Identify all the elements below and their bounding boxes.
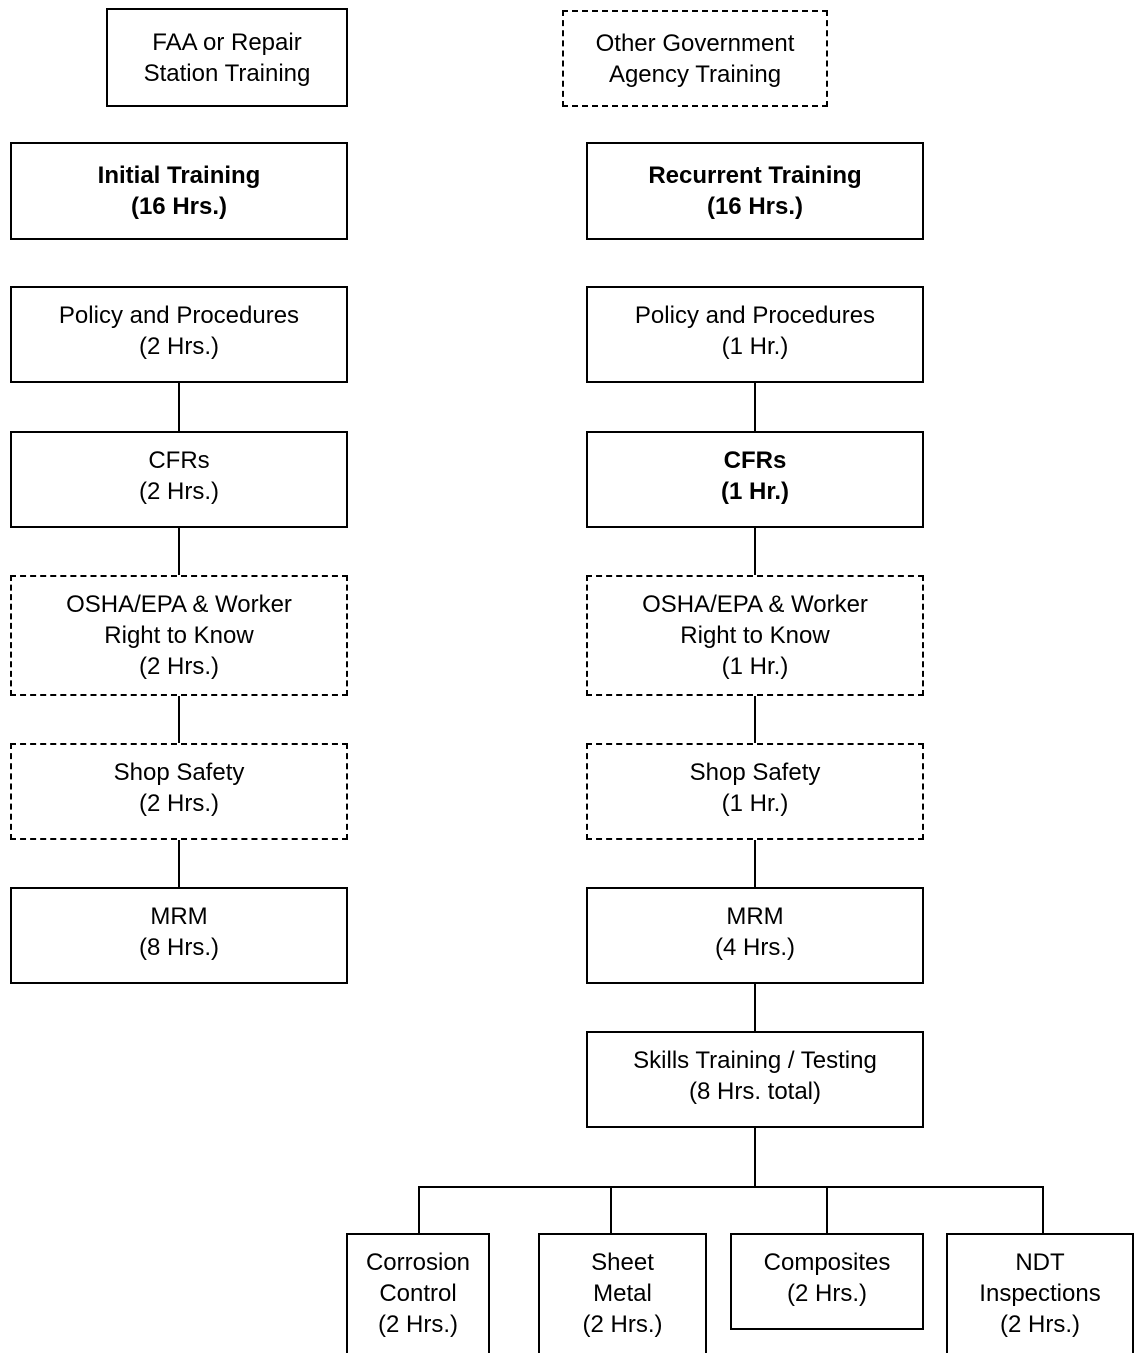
initial-connector-3 xyxy=(178,696,180,743)
legend-other-box: Other Government Agency Training xyxy=(562,10,828,107)
skills-connector-corrosion xyxy=(418,1186,420,1233)
skills-training-title: Skills Training / Testing xyxy=(633,1047,877,1074)
legend-other-line-2: Agency Training xyxy=(608,60,782,88)
recurrent-osha-box: OSHA/EPA & Worker Right to Know (1 Hr.) xyxy=(586,575,924,696)
initial-cfrs-title: CFRs xyxy=(148,447,210,474)
recurrent-training-header: Recurrent Training (16 Hrs.) xyxy=(586,142,924,240)
initial-osha-line-1: OSHA/EPA & Worker xyxy=(66,591,292,618)
recurrent-policy-hours: (1 Hr.) xyxy=(721,333,789,360)
initial-policy-box: Policy and Procedures (2 Hrs.) xyxy=(10,286,348,383)
legend-faa-line-1: FAA or Repair xyxy=(152,28,302,56)
ndt-hours: (2 Hrs.) xyxy=(1000,1311,1080,1338)
initial-connector-4 xyxy=(178,840,180,887)
recurrent-mrm-box: MRM (4 Hrs.) xyxy=(586,887,924,984)
initial-header-title: Initial Training xyxy=(97,162,261,189)
recurrent-mrm-title: MRM xyxy=(726,903,784,930)
legend-faa-box: FAA or Repair Station Training xyxy=(106,8,348,107)
ndt-line-2: Inspections xyxy=(979,1280,1101,1307)
initial-connector-2 xyxy=(178,528,180,575)
legend-faa-line-2: Station Training xyxy=(143,59,311,87)
recurrent-connector-5 xyxy=(754,984,756,1031)
initial-header-hours: (16 Hrs.) xyxy=(130,193,228,220)
corrosion-line-2: Control xyxy=(379,1280,457,1307)
initial-policy-hours: (2 Hrs.) xyxy=(139,333,219,360)
sheet-metal-hours: (2 Hrs.) xyxy=(582,1311,663,1338)
initial-shop-hours: (2 Hrs.) xyxy=(139,790,219,817)
initial-osha-hours: (2 Hrs.) xyxy=(139,653,219,680)
skills-connector-sheet-metal xyxy=(610,1186,612,1233)
initial-osha-box: OSHA/EPA & Worker Right to Know (2 Hrs.) xyxy=(10,575,348,696)
initial-policy-title: Policy and Procedures xyxy=(58,302,300,329)
skills-training-hours: (8 Hrs. total) xyxy=(688,1078,822,1105)
sheet-metal-line-1: Sheet xyxy=(591,1249,654,1276)
recurrent-header-hours: (16 Hrs.) xyxy=(706,193,804,220)
composites-hours: (2 Hrs.) xyxy=(787,1280,867,1307)
skills-connector-horizontal xyxy=(418,1186,1044,1188)
recurrent-mrm-hours: (4 Hrs.) xyxy=(715,934,795,961)
skills-connector-ndt xyxy=(1042,1186,1044,1233)
recurrent-cfrs-title: CFRs xyxy=(723,447,787,474)
corrosion-control-box: Corrosion Control (2 Hrs.) xyxy=(346,1233,490,1353)
recurrent-osha-hours: (1 Hr.) xyxy=(721,653,789,680)
skills-training-box: Skills Training / Testing (8 Hrs. total) xyxy=(586,1031,924,1128)
initial-shop-box: Shop Safety (2 Hrs.) xyxy=(10,743,348,840)
initial-shop-title: Shop Safety xyxy=(113,759,245,786)
initial-connector-1 xyxy=(178,383,180,431)
initial-osha-line-2: Right to Know xyxy=(104,622,254,649)
composites-title: Composites xyxy=(763,1249,891,1276)
recurrent-cfrs-hours: (1 Hr.) xyxy=(720,478,789,505)
skills-connector-trunk xyxy=(754,1128,756,1187)
initial-cfrs-box: CFRs (2 Hrs.) xyxy=(10,431,348,528)
recurrent-policy-box: Policy and Procedures (1 Hr.) xyxy=(586,286,924,383)
initial-mrm-box: MRM (8 Hrs.) xyxy=(10,887,348,984)
recurrent-policy-title: Policy and Procedures xyxy=(634,302,876,329)
recurrent-shop-box: Shop Safety (1 Hr.) xyxy=(586,743,924,840)
legend-other-line-1: Other Government xyxy=(595,29,795,57)
recurrent-osha-line-2: Right to Know xyxy=(680,622,830,649)
initial-mrm-hours: (8 Hrs.) xyxy=(139,934,219,961)
corrosion-line-1: Corrosion xyxy=(365,1249,471,1276)
initial-cfrs-hours: (2 Hrs.) xyxy=(139,478,219,505)
skills-connector-composites xyxy=(826,1186,828,1233)
recurrent-connector-4 xyxy=(754,840,756,887)
initial-mrm-title: MRM xyxy=(150,903,208,930)
recurrent-connector-2 xyxy=(754,528,756,575)
recurrent-connector-1 xyxy=(754,383,756,431)
corrosion-hours: (2 Hrs.) xyxy=(378,1311,458,1338)
recurrent-osha-line-1: OSHA/EPA & Worker xyxy=(642,591,868,618)
ndt-inspections-box: NDT Inspections (2 Hrs.) xyxy=(946,1233,1134,1353)
sheet-metal-line-2: Metal xyxy=(593,1280,652,1307)
composites-box: Composites (2 Hrs.) xyxy=(730,1233,924,1330)
sheet-metal-box: Sheet Metal (2 Hrs.) xyxy=(538,1233,707,1353)
initial-training-header: Initial Training (16 Hrs.) xyxy=(10,142,348,240)
recurrent-header-title: Recurrent Training xyxy=(648,162,862,189)
ndt-line-1: NDT xyxy=(1015,1249,1065,1276)
recurrent-connector-3 xyxy=(754,696,756,743)
recurrent-shop-hours: (1 Hr.) xyxy=(721,790,789,817)
recurrent-shop-title: Shop Safety xyxy=(689,759,821,786)
recurrent-cfrs-box: CFRs (1 Hr.) xyxy=(586,431,924,528)
